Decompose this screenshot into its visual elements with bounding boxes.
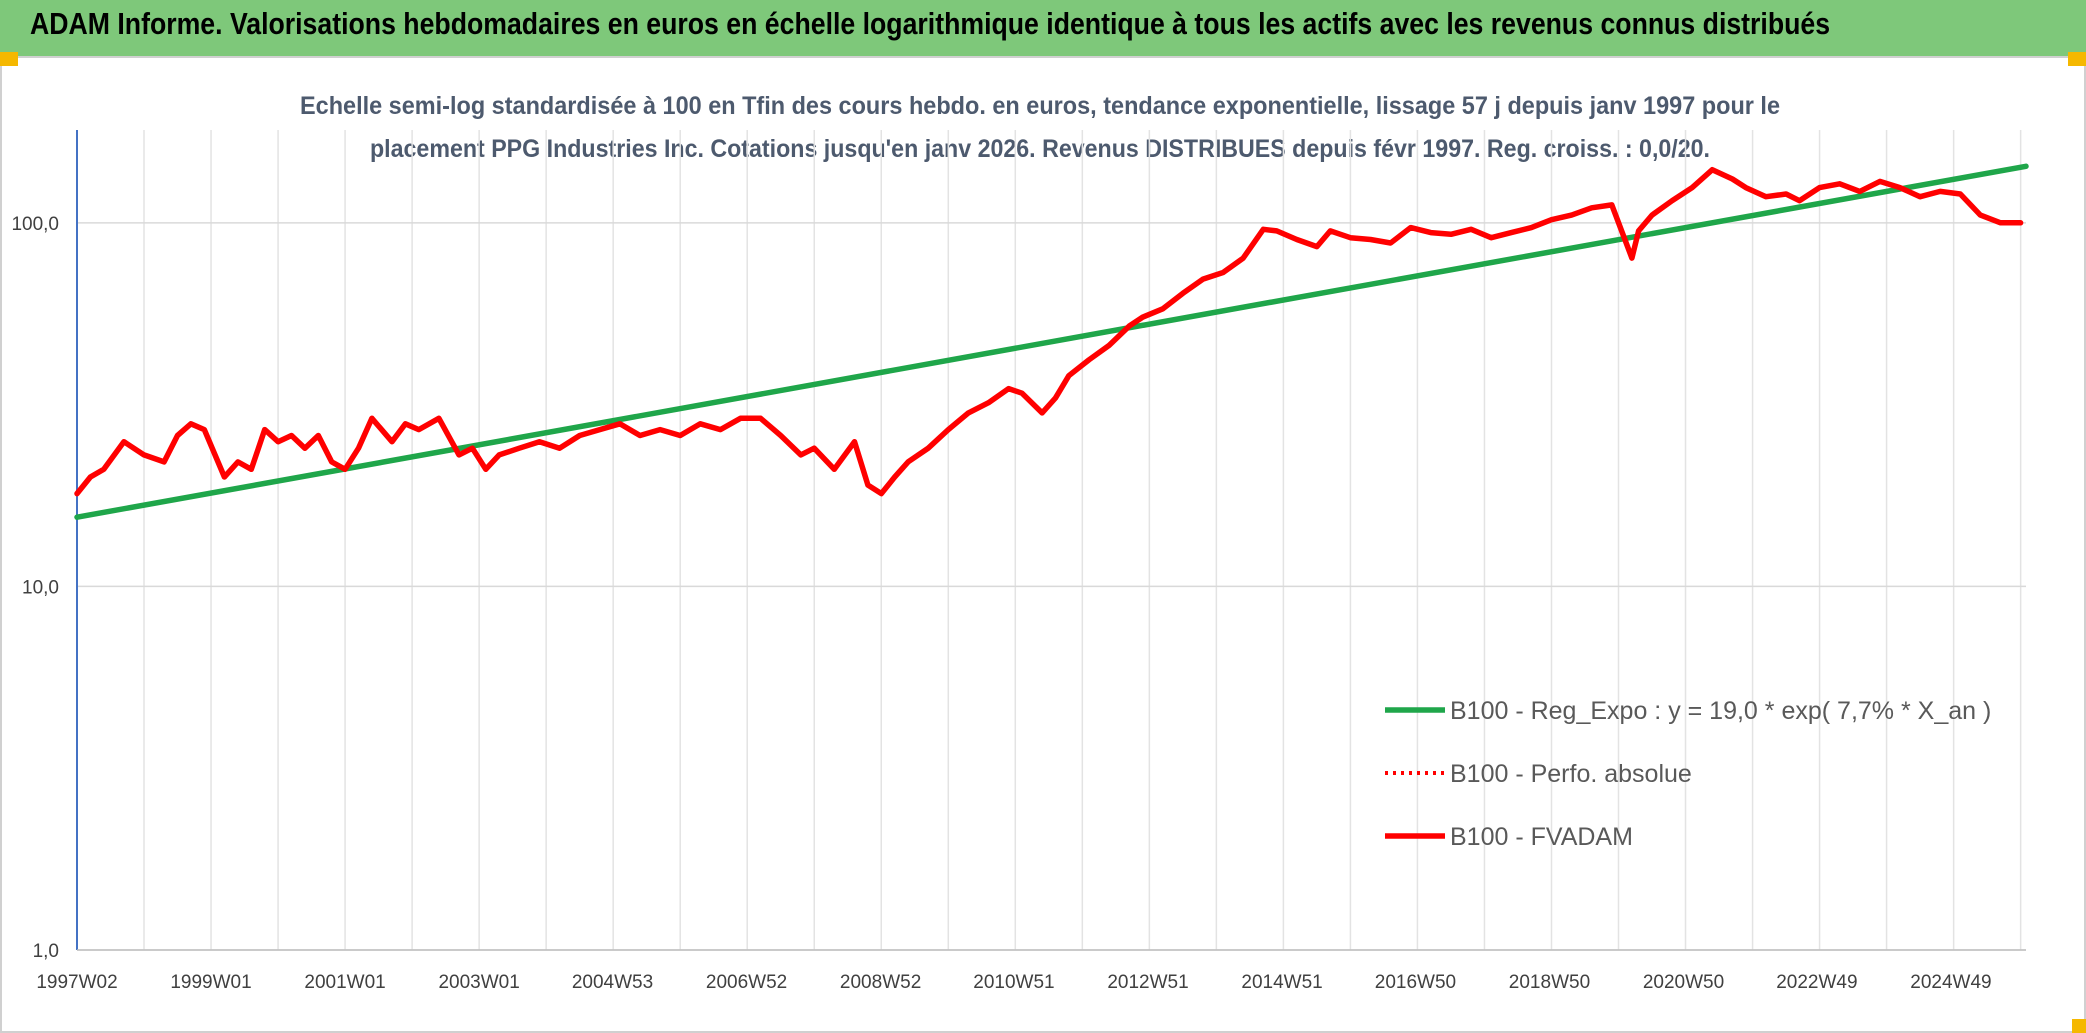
x-tick-label: 2004W53 — [572, 972, 653, 993]
x-tick-label: 1999W01 — [170, 972, 251, 993]
x-tick-label: 2022W49 — [1776, 972, 1857, 993]
grid-layer — [76, 130, 2026, 951]
x-tick-label: 2012W51 — [1107, 972, 1188, 993]
x-tick-label: 1997W02 — [36, 972, 117, 993]
series-line-fvadam — [74, 166, 2024, 497]
x-tick-label: 2018W50 — [1509, 972, 1590, 993]
corner-handle-bottom-right — [2072, 1019, 2086, 1033]
series-line-reg-expo — [74, 163, 2029, 520]
legend-label: B100 - FVADAM — [1450, 823, 1633, 851]
y-tick-label: 100,0 — [11, 214, 59, 235]
chart-legend: B100 - Reg_Expo : y = 19,0 * exp( 7,7% *… — [1385, 697, 1991, 851]
x-tick-label: 2014W51 — [1241, 972, 1322, 993]
series-layer — [74, 163, 2029, 520]
report-title: ADAM Informe. Valorisations hebdomadaire… — [30, 6, 1831, 41]
axis-layer: 1,0 10,0 100,0 1997W02 1999W01 2001W01 2003W01… — [11, 130, 2026, 993]
x-tick-label: 2020W50 — [1643, 972, 1724, 993]
legend-label: B100 - Perfo. absolue — [1450, 760, 1692, 788]
x-tick-label: 2008W52 — [840, 972, 921, 993]
x-tick-label: 2001W01 — [304, 972, 385, 993]
x-tick-label: 2010W51 — [973, 972, 1054, 993]
corner-handle-top-left — [0, 52, 18, 66]
chart-subtitle-line-2: placement PPG Industries Inc. Cotations … — [370, 135, 1710, 163]
chart-subtitle-line-1: Echelle semi-log standardisée à 100 en T… — [300, 92, 1780, 120]
legend-label: B100 - Reg_Expo : y = 19,0 * exp( 7,7% *… — [1450, 697, 1991, 725]
y-tick-label: 10,0 — [22, 577, 59, 598]
x-tick-label: 2016W50 — [1375, 972, 1456, 993]
x-tick-label: 2006W52 — [706, 972, 787, 993]
report-banner: ADAM Informe. Valorisations hebdomadaire… — [0, 0, 2086, 58]
y-tick-label: 1,0 — [33, 941, 59, 962]
corner-handle-top-right — [2068, 52, 2086, 66]
x-tick-label: 2024W49 — [1910, 972, 1991, 993]
x-tick-label: 2003W01 — [438, 972, 519, 993]
